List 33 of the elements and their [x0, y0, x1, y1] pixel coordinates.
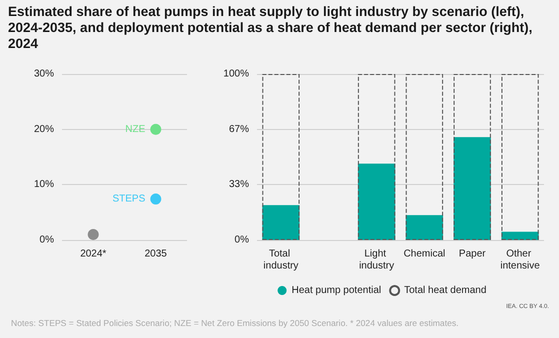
x-tick-label: Chemical: [404, 248, 446, 260]
y-tick-label: 0%: [234, 234, 250, 246]
bar: [358, 74, 396, 240]
bar: [262, 205, 300, 240]
bar: [501, 74, 539, 240]
x-tick-label: Other intensive: [500, 248, 540, 272]
legend-label: Total heat demand: [404, 285, 486, 296]
point: [88, 228, 99, 240]
y-tick-label: 67%: [228, 124, 250, 135]
text: Estimated share of heat pumps in heat supply to light industry by scenario (left), 2024-2035, and deployment potential as a share of heat demand per sector (right), 2024: [8, 4, 534, 52]
x-tick-label: 2024*: [80, 248, 106, 260]
bar: [454, 74, 491, 240]
y-tick-label: 33%: [228, 179, 250, 190]
bar: [262, 74, 300, 240]
bar: [406, 215, 444, 240]
x-tick-label: Total industry: [263, 248, 298, 272]
y-tick-label: 30%: [34, 68, 54, 80]
legend-label: Heat pump potential: [292, 285, 382, 296]
y-tick-label: 100%: [223, 68, 250, 80]
series-label: STEPS: [112, 194, 146, 205]
x-tick-label: 2035: [144, 248, 168, 260]
bar: [454, 137, 491, 240]
y-tick-label: 0%: [40, 234, 54, 246]
x-tick-label: Paper: [458, 248, 486, 260]
y-tick-label: 20%: [34, 124, 54, 135]
series-label: NZE: [125, 124, 146, 135]
bar: [406, 74, 444, 240]
text: Notes: STEPS = Stated Policies Scenario; NZE = Net Zero Emissions by 2050 Scenario. * 2024 values are estimates.: [11, 318, 459, 328]
x-tick-label: Light industry: [359, 248, 394, 272]
point: [150, 194, 162, 205]
bar: [358, 164, 396, 240]
point: [150, 124, 162, 135]
y-tick-label: 10%: [34, 179, 54, 190]
